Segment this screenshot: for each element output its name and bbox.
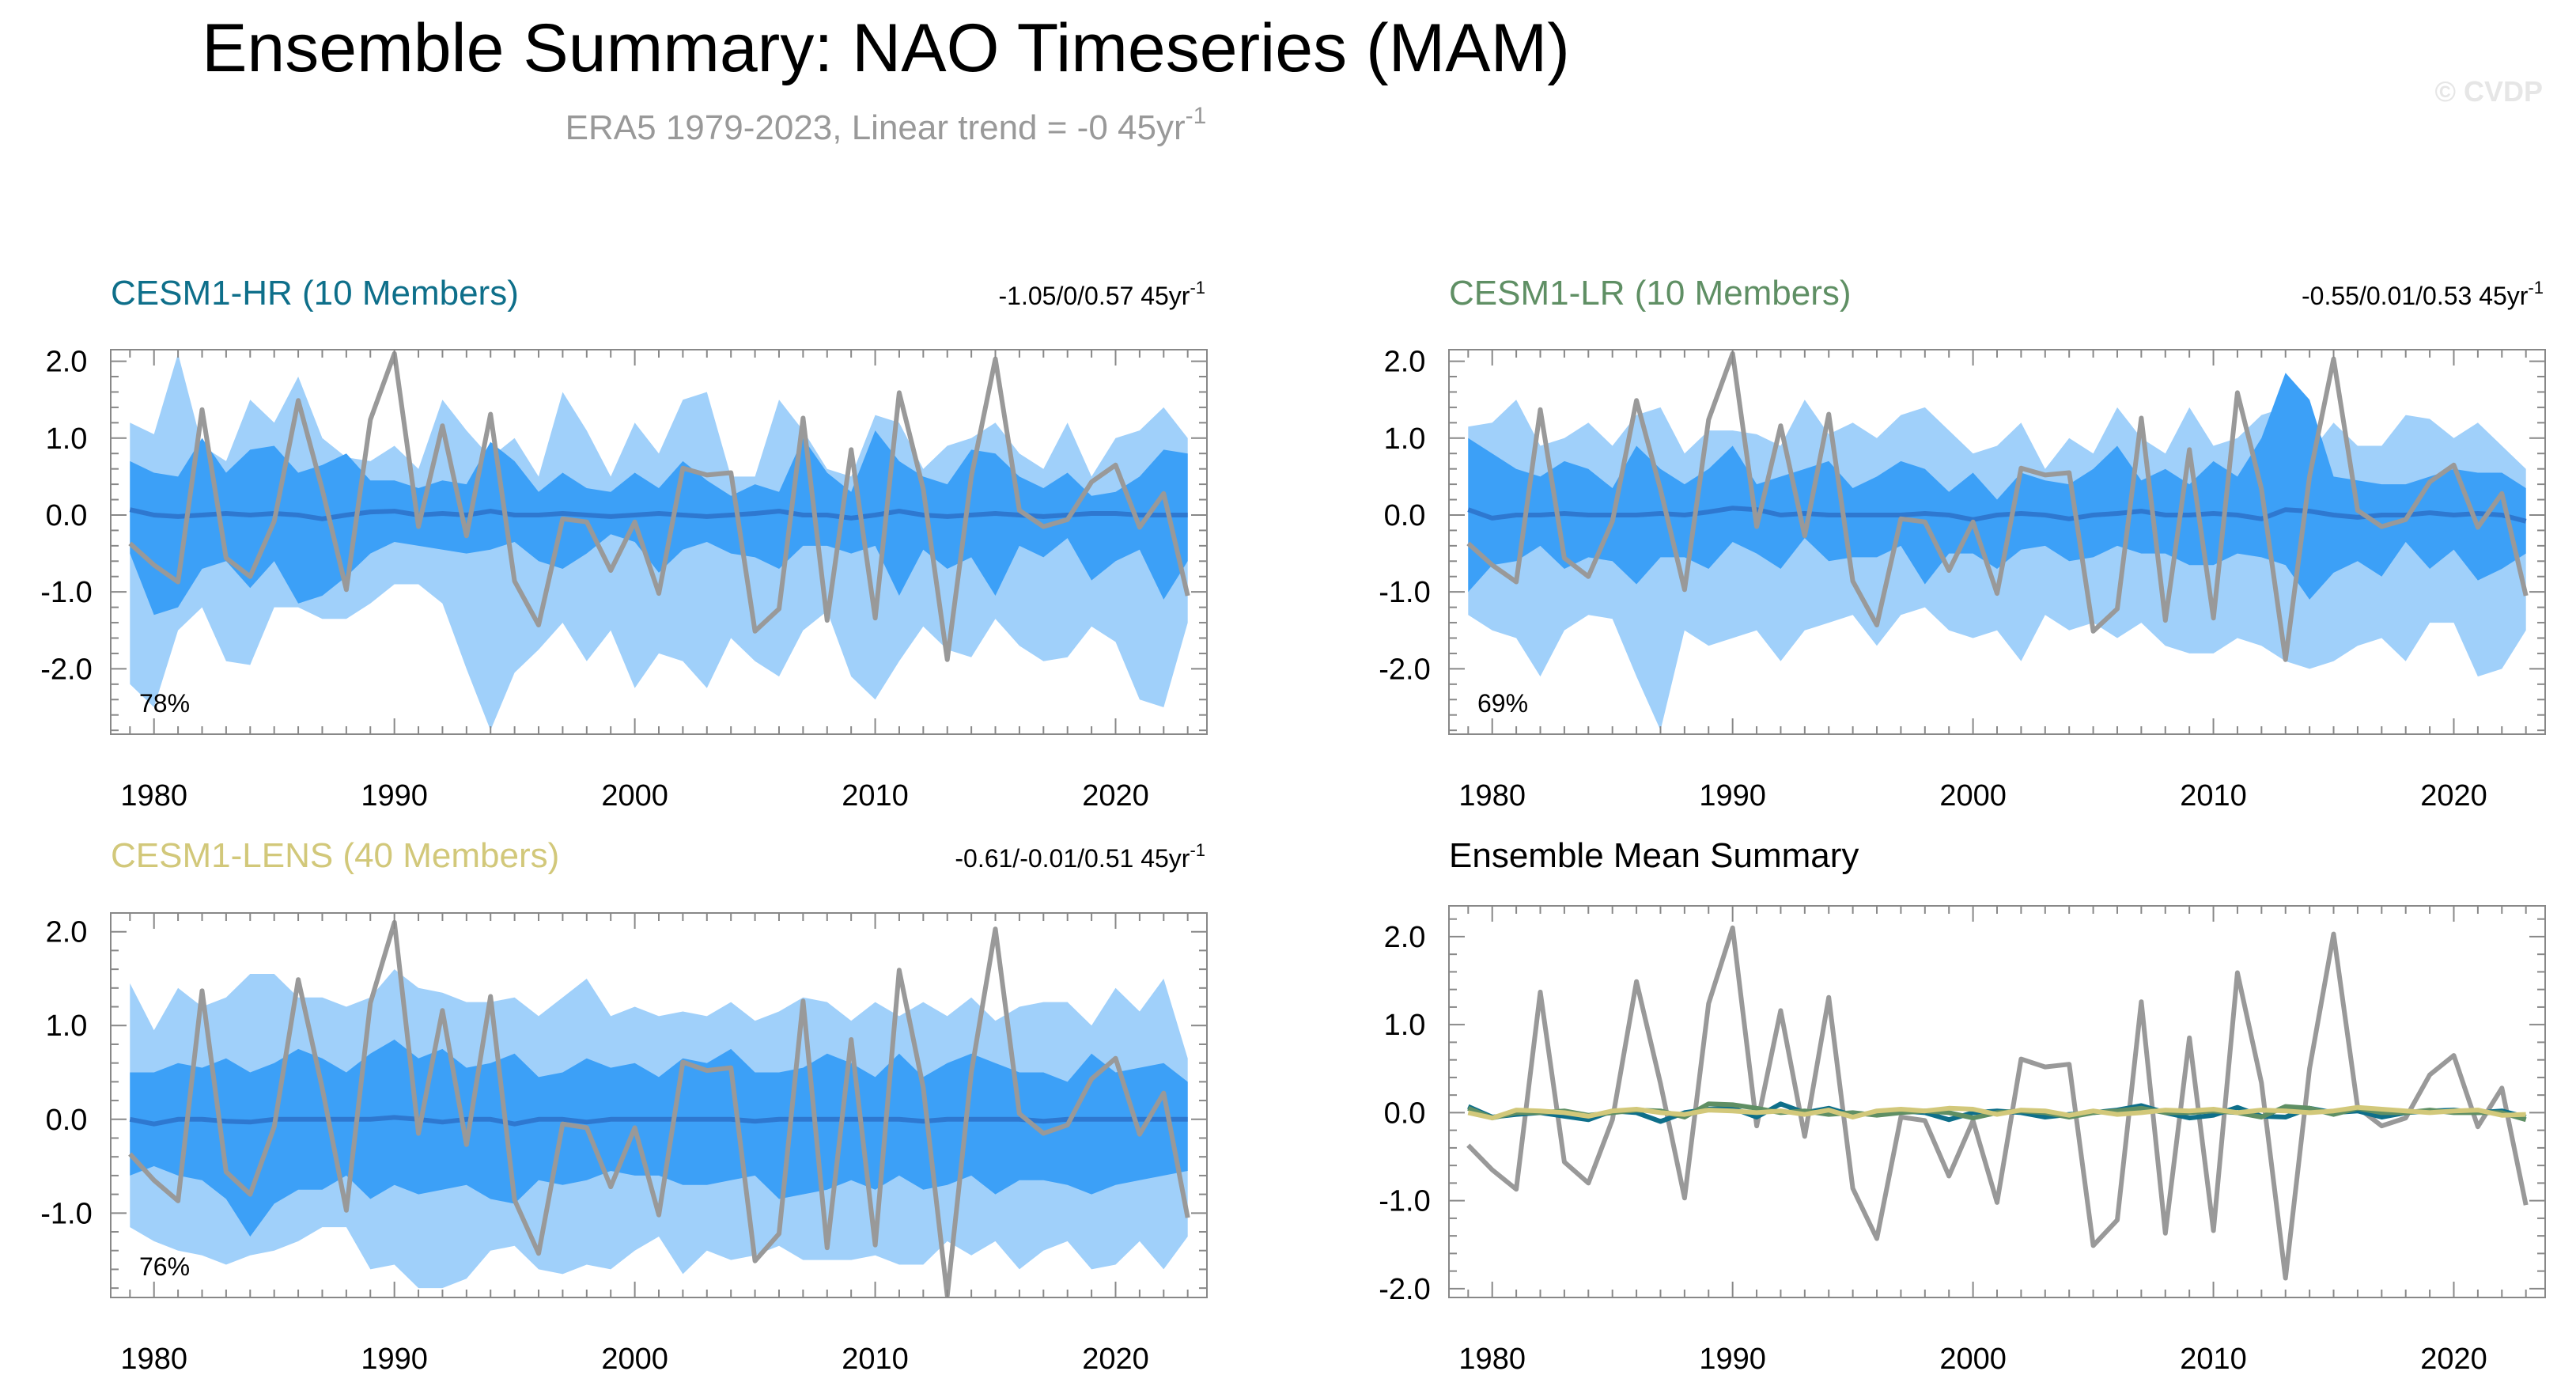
panel-title: Ensemble Mean Summary	[1449, 836, 1859, 875]
y-tick-label: 0.0	[46, 1104, 88, 1137]
x-tick-label: 2020	[2420, 1343, 2487, 1376]
percent-label: 78%	[139, 689, 190, 718]
x-tick-label: 1980	[1458, 1343, 1526, 1376]
panel-cesm1-lr: CESM1-LR (10 Members) -0.55/0.01/0.53 45y…	[1379, 274, 2546, 813]
panel-ensemble-mean-summary: Ensemble Mean Summary 1980 1990 2000 2010 202…	[1379, 836, 2546, 1376]
plot-area	[1466, 925, 2529, 1281]
ensemble-median-line	[129, 507, 1188, 521]
panel-cesm1-hr: CESM1-HR (10 Members) -1.05/0/0.57 45yr-1…	[40, 274, 1208, 813]
figure-title: Ensemble Summary: NAO Timeseries (MAM)	[202, 10, 1570, 86]
panel-title: CESM1-LR (10 Members)	[1449, 274, 1852, 313]
watermark: © CVDP	[2434, 75, 2543, 108]
x-tick-label: 2010	[2180, 1343, 2247, 1376]
x-tick-label: 2020	[1082, 1343, 1149, 1376]
series-line-3	[1467, 1104, 2526, 1121]
figure-subtitle: ERA5 1979-2023, Linear trend = -0 45yr-1	[566, 103, 1207, 147]
y-tick-label: -2.0	[1379, 653, 1430, 686]
x-tick-label: 2010	[842, 1343, 909, 1376]
y-tick-label: 2.0	[46, 346, 88, 379]
y-tick-label: -1.0	[40, 576, 92, 609]
plot-area	[128, 919, 1190, 1297]
panel-trend-value: -0.55/0.01/0.53 45yr	[2302, 282, 2529, 310]
x-tick-label: 2000	[1939, 1343, 2007, 1376]
x-tick-label: 1990	[1699, 1343, 1766, 1376]
panel-title: CESM1-HR (10 Members)	[111, 274, 519, 313]
y-tick-label: -2.0	[40, 653, 92, 686]
panel-trend-label: -1.05/0/0.57 45yr-1	[999, 278, 1206, 310]
y-tick-label: 1.0	[1384, 1009, 1426, 1042]
inner-spread-band	[130, 430, 1188, 616]
ensemble-median-line	[129, 1115, 1188, 1127]
figure-subtitle-superscript: -1	[1186, 103, 1207, 129]
x-tick-label: 1990	[1699, 779, 1766, 813]
panel-trend-superscript: -1	[1190, 278, 1205, 297]
observed-line	[128, 919, 1190, 1297]
series-line-0	[1466, 925, 2529, 1281]
figure-subtitle-main: ERA5 1979-2023, Linear trend = -0 45yr	[566, 108, 1186, 147]
panel-trend-superscript: -1	[2528, 278, 2544, 297]
y-tick-label: 1.0	[1384, 422, 1426, 456]
x-tick-label: 1980	[120, 779, 187, 813]
x-tick-label: 1980	[1458, 779, 1526, 813]
x-tick-label: 2000	[601, 1343, 668, 1376]
plot-area	[1466, 350, 2529, 731]
y-tick-label: 2.0	[46, 916, 88, 949]
panel-trend-label: -0.61/-0.01/0.51 45yr-1	[955, 840, 1205, 873]
y-tick-label: -1.0	[1379, 576, 1430, 609]
y-tick-label: 0.0	[1384, 1097, 1426, 1130]
y-tick-label: -2.0	[1379, 1273, 1430, 1306]
x-tick-label: 2000	[1939, 779, 2007, 813]
x-tick-label: 2010	[842, 779, 909, 813]
y-tick-label: 0.0	[1384, 499, 1426, 532]
y-tick-label: 0.0	[46, 499, 88, 532]
panel-cesm1-lens: CESM1-LENS (40 Members) -0.61/-0.01/0.51 …	[40, 836, 1208, 1376]
x-tick-label: 2000	[601, 779, 668, 813]
panel-trend-value: -0.61/-0.01/0.51 45yr	[955, 844, 1190, 873]
y-tick-label: 1.0	[46, 422, 88, 456]
y-tick-label: -1.0	[40, 1197, 92, 1230]
y-tick-label: -1.0	[1379, 1185, 1430, 1218]
x-tick-label: 1980	[120, 1343, 187, 1376]
panel-trend-value: -1.05/0/0.57 45yr	[999, 282, 1190, 310]
x-tick-label: 2010	[2180, 779, 2247, 813]
panel-trend-label: -0.55/0.01/0.53 45yr-1	[2302, 278, 2544, 310]
x-tick-label: 1990	[361, 779, 428, 813]
inner-spread-band	[1468, 373, 2526, 600]
y-tick-label: 2.0	[1384, 921, 1426, 954]
x-tick-label: 1990	[361, 1343, 428, 1376]
plot-area	[128, 350, 1190, 731]
observed-line	[128, 350, 1190, 662]
percent-label: 76%	[139, 1252, 190, 1281]
y-tick-label: 2.0	[1384, 346, 1426, 379]
x-tick-label: 2020	[1082, 779, 1149, 813]
observed-line	[1466, 350, 2529, 662]
x-tick-label: 2020	[2420, 779, 2487, 813]
panel-title: CESM1-LENS (40 Members)	[111, 836, 559, 875]
panel-trend-superscript: -1	[1190, 840, 1205, 860]
y-tick-label: 1.0	[46, 1010, 88, 1043]
ensemble-median-line	[1467, 506, 2527, 524]
percent-label: 69%	[1477, 689, 1528, 718]
